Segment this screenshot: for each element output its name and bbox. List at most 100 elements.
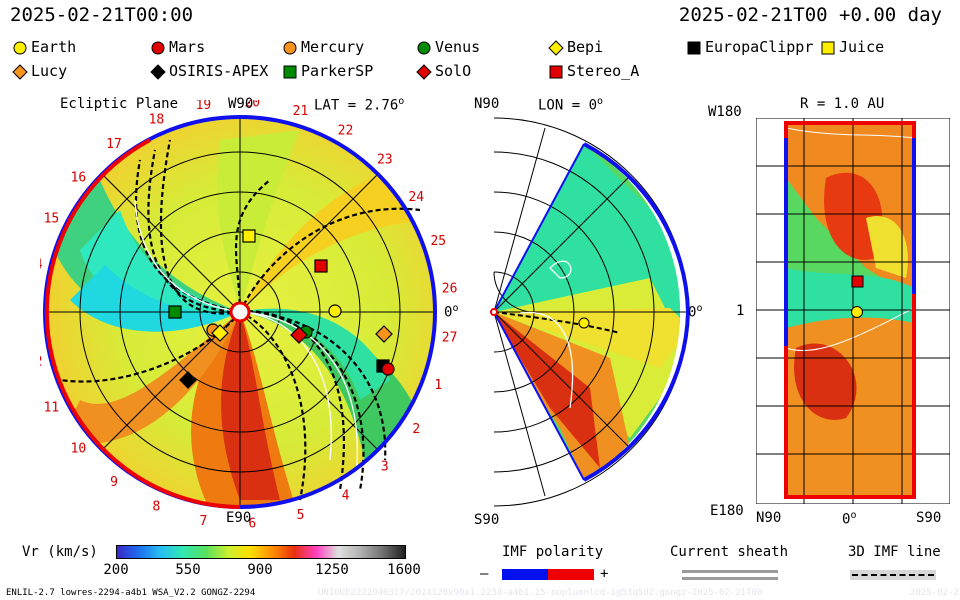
legend-label: ParkerSP xyxy=(301,62,374,80)
colorbar-label: Vr (km/s) xyxy=(22,544,98,560)
ecliptic-title: Ecliptic Plane xyxy=(60,96,179,112)
legend-label: Juice xyxy=(839,38,885,56)
radial-surface-panel xyxy=(756,118,950,504)
carrington-tick-24: 24 xyxy=(408,190,424,205)
carrington-tick-18: 18 xyxy=(149,112,165,127)
velocity-colorbar xyxy=(116,545,406,559)
imf-plus-label: + xyxy=(600,566,609,582)
current-sheath-line-2 xyxy=(682,577,778,580)
solo-marker xyxy=(290,326,308,344)
colorbar-tick-900: 900 xyxy=(247,562,273,578)
imf-3d-line-label: 3D IMF line xyxy=(848,544,941,560)
date-footer: 2025-02-22 xyxy=(910,588,960,598)
forecast-time-label: 2025-02-21T00 +0.00 day xyxy=(678,4,942,26)
mars-marker xyxy=(381,362,395,376)
bepi-marker xyxy=(211,324,229,342)
imf-minus-label: – xyxy=(480,566,489,582)
legend-item-mercury: Mercury xyxy=(282,38,364,56)
imf-polarity-label: IMF polarity xyxy=(502,544,604,560)
square-icon xyxy=(549,65,563,78)
carrington-tick-26: 26 xyxy=(442,282,458,297)
carrington-tick-22: 22 xyxy=(338,123,354,138)
circle-icon xyxy=(283,41,297,54)
legend-label: EuropaClippr xyxy=(705,38,814,56)
legend-label: Lucy xyxy=(31,62,68,80)
meridional-bottom-label: S90 xyxy=(474,512,500,528)
meridional-plane-panel xyxy=(490,117,690,507)
legend-label: Stereo_A xyxy=(567,62,640,80)
diamond-icon xyxy=(12,63,28,80)
osiris-apex-marker xyxy=(179,371,197,389)
legend-label: Mars xyxy=(169,38,206,56)
meridional-longitude: LON = 0o xyxy=(538,96,604,114)
radial-bottom-label-0: 0o xyxy=(842,510,857,528)
legend-item-earth: Earth xyxy=(12,38,76,56)
carrington-tick-19: 19 xyxy=(196,100,212,113)
carrington-tick-2: 2 xyxy=(412,422,420,437)
current-sheath-label: Current sheath xyxy=(670,544,789,560)
legend-item-mars: Mars xyxy=(150,38,205,56)
legend-item-parkersp: ParkerSP xyxy=(282,62,373,80)
carrington-tick-27: 27 xyxy=(442,331,458,346)
carrington-tick-21: 21 xyxy=(293,104,309,119)
legend-label: OSIRIS-APEX xyxy=(169,62,269,80)
carrington-tick-5: 5 xyxy=(297,508,305,523)
legend-item-lucy: Lucy xyxy=(12,62,67,80)
ecliptic-right-label: 0o xyxy=(444,303,459,321)
meridional-top-label: N90 xyxy=(474,96,500,112)
circle-icon xyxy=(13,41,27,54)
colorbar-tick-550: 550 xyxy=(175,562,201,578)
radial-bottom-label-s90: S90 xyxy=(916,510,942,526)
imf-positive-swatch xyxy=(548,569,594,580)
square-icon xyxy=(283,65,297,78)
legend-item-solo: SolO xyxy=(416,62,471,80)
radial-mid-left: 1 xyxy=(736,303,745,319)
run-time-label: 2025-02-21T00:00 xyxy=(10,4,194,26)
carrington-tick-20: 20 xyxy=(244,100,260,110)
carrington-tick-17: 17 xyxy=(106,137,122,152)
legend-item-juice: Juice xyxy=(820,38,884,56)
circle-icon xyxy=(417,41,431,54)
carrington-tick-1: 1 xyxy=(434,378,442,393)
carrington-tick-10: 10 xyxy=(71,442,87,457)
earth-marker xyxy=(328,304,342,318)
imf-3d-line-sample xyxy=(850,570,936,580)
colorbar-tick-1250: 1250 xyxy=(315,562,349,578)
legend-label: SolO xyxy=(435,62,472,80)
diamond-icon xyxy=(150,63,166,80)
carrington-tick-7: 7 xyxy=(199,514,207,529)
run-id-footer: UNIQUE2222940317/2024120x90x1.2234-a4b1.… xyxy=(318,588,763,598)
legend-label: Mercury xyxy=(301,38,365,56)
earth-marker-meridional xyxy=(578,317,590,329)
legend-item-stereo-a: Stereo_A xyxy=(548,62,639,80)
ecliptic-latitude: LAT = 2.76o xyxy=(314,96,405,114)
colorbar-tick-200: 200 xyxy=(103,562,129,578)
carrington-tick-23: 23 xyxy=(377,153,393,168)
ecliptic-top-label: W90 xyxy=(228,96,254,112)
stereo-a-marker-radial xyxy=(851,275,864,288)
legend-item-bepi: Bepi xyxy=(548,38,603,56)
carrington-tick-4: 4 xyxy=(342,489,350,504)
meridional-right-label: 0o xyxy=(688,303,703,321)
ecliptic-plane-panel: 1920212223242526271234567891011121314151… xyxy=(40,100,458,530)
carrington-tick-3: 3 xyxy=(381,460,389,475)
carrington-tick-14: 14 xyxy=(40,257,43,272)
diamond-icon xyxy=(548,39,564,56)
carrington-tick-11: 11 xyxy=(44,401,60,416)
square-icon xyxy=(687,41,701,54)
radial-bottom-left: E180 xyxy=(710,503,744,519)
carrington-tick-25: 25 xyxy=(430,234,446,249)
legend-item-europaclippr: EuropaClippr xyxy=(686,38,813,56)
model-info-footer: ENLIL-2.7 lowres-2294-a4b1 WSA_V2.2 GONG… xyxy=(6,588,256,598)
legend-item-venus: Venus xyxy=(416,38,480,56)
diamond-icon xyxy=(416,63,432,80)
ecliptic-bottom-label: E90 xyxy=(226,510,252,526)
carrington-tick-15: 15 xyxy=(44,211,60,226)
stereo-a-marker xyxy=(314,259,328,273)
square-icon xyxy=(821,41,835,54)
legend-label: Venus xyxy=(435,38,481,56)
lucy-marker xyxy=(375,325,393,343)
carrington-tick-8: 8 xyxy=(152,500,160,515)
legend-label: Bepi xyxy=(567,38,604,56)
parkersp-marker xyxy=(168,305,182,319)
